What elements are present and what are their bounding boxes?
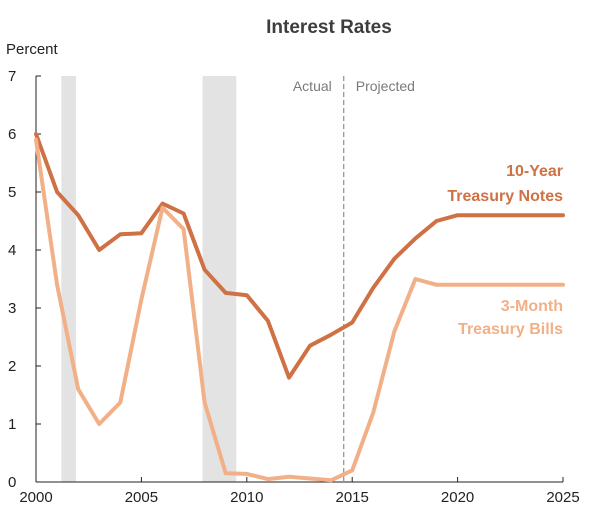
series-0-point-2011 bbox=[266, 319, 270, 323]
y-tick-label-5: 5 bbox=[8, 184, 16, 201]
series-1-point-2017 bbox=[392, 329, 396, 333]
y-tick-label-0: 0 bbox=[8, 474, 16, 491]
series-1-point-2001 bbox=[55, 283, 59, 287]
series-0-point-2007 bbox=[182, 211, 186, 215]
series-0-point-2012 bbox=[287, 376, 291, 380]
series-1-point-2011 bbox=[266, 477, 270, 481]
series-label-0-line-0: 10-Year bbox=[506, 163, 563, 180]
x-tick-label-2000: 2000 bbox=[19, 489, 52, 506]
x-tick-label-2025: 2025 bbox=[546, 489, 579, 506]
series-0-point-2017 bbox=[392, 257, 396, 261]
series-label-1-line-0: 3-Month bbox=[501, 298, 563, 315]
series-1-point-2005 bbox=[139, 297, 143, 301]
x-tick-label-2010: 2010 bbox=[230, 489, 263, 506]
series-0-point-2003 bbox=[97, 248, 101, 252]
series-0-point-2006 bbox=[160, 202, 164, 206]
series-1-point-2022 bbox=[498, 283, 502, 287]
y-tick-label-6: 6 bbox=[8, 126, 16, 143]
series-1-point-2007 bbox=[182, 227, 186, 231]
series-0-point-2013 bbox=[308, 344, 312, 348]
y-tick-label-3: 3 bbox=[8, 300, 16, 317]
y-tick-label-2: 2 bbox=[8, 358, 16, 375]
x-tick-label-2015: 2015 bbox=[336, 489, 369, 506]
y-tick-label-4: 4 bbox=[8, 242, 16, 259]
series-1-point-2010 bbox=[245, 472, 249, 476]
chart-title: Interest Rates bbox=[266, 17, 392, 38]
series-lines bbox=[34, 132, 565, 483]
y-axis-label: Percent bbox=[6, 41, 59, 58]
x-tick-label-2005: 2005 bbox=[125, 489, 158, 506]
series-0-point-2018 bbox=[413, 236, 417, 240]
series-1-point-2014 bbox=[329, 478, 333, 482]
series-0-point-2016 bbox=[371, 286, 375, 290]
series-1-point-2013 bbox=[308, 477, 312, 481]
series-0-point-2004 bbox=[118, 232, 122, 236]
series-1-point-2003 bbox=[97, 422, 101, 426]
recession-band-0 bbox=[61, 76, 77, 482]
series-1-point-2020 bbox=[456, 283, 460, 287]
series-1-point-2018 bbox=[413, 277, 417, 281]
series-labels: 10-Year Treasury Notes 3-Month Treasury Bil… bbox=[447, 163, 563, 338]
series-label-0-line-1: Treasury Notes bbox=[447, 188, 563, 205]
series-1-point-2019 bbox=[435, 283, 439, 287]
series-1-point-2024 bbox=[540, 283, 544, 287]
series-0-point-2020 bbox=[456, 213, 460, 217]
series-0-point-2024 bbox=[540, 213, 544, 217]
series-0-point-2010 bbox=[245, 293, 249, 297]
series-1-point-2023 bbox=[519, 283, 523, 287]
series-0-point-2002 bbox=[76, 213, 80, 217]
recession-band-1 bbox=[202, 76, 237, 482]
series-0-point-2019 bbox=[435, 219, 439, 223]
series-1-point-2004 bbox=[118, 401, 122, 405]
series-0-point-2005 bbox=[139, 231, 143, 235]
series-0-point-2023 bbox=[519, 213, 523, 217]
series-0-point-2014 bbox=[329, 333, 333, 337]
series-1-point-2006 bbox=[160, 206, 164, 210]
series-1-point-2008 bbox=[203, 401, 207, 405]
series-0-point-2001 bbox=[55, 190, 59, 194]
series-1-point-2015 bbox=[350, 468, 354, 472]
series-0-point-2021 bbox=[477, 213, 481, 217]
axes: 0 1 2 3 4 5 6 7 2000 2005 2010 2015 2020 2025 bbox=[8, 68, 580, 506]
series-1-point-2021 bbox=[477, 283, 481, 287]
x-tick-label-2020: 2020 bbox=[441, 489, 474, 506]
series-1-point-2016 bbox=[371, 410, 375, 414]
series-1-point-2002 bbox=[76, 387, 80, 391]
series-0-point-2000 bbox=[34, 132, 38, 136]
series-1-point-2009 bbox=[224, 471, 228, 475]
series-0-point-2022 bbox=[498, 213, 502, 217]
series-line-1 bbox=[34, 137, 565, 483]
series-0-point-2009 bbox=[224, 291, 228, 295]
series-1-point-2012 bbox=[287, 475, 291, 479]
series-1-point-2000 bbox=[34, 138, 38, 142]
series-line-0 bbox=[34, 132, 565, 380]
series-1-point-2025 bbox=[561, 283, 565, 287]
y-tick-label-7: 7 bbox=[8, 68, 16, 85]
actual-label: Actual bbox=[293, 78, 332, 94]
series-0-point-2008 bbox=[203, 268, 207, 272]
series-0-point-2025 bbox=[561, 213, 565, 217]
series-0-point-2015 bbox=[350, 321, 354, 324]
y-tick-label-1: 1 bbox=[8, 416, 16, 433]
series-label-1-line-1: Treasury Bills bbox=[458, 321, 563, 338]
projected-label: Projected bbox=[356, 78, 415, 94]
